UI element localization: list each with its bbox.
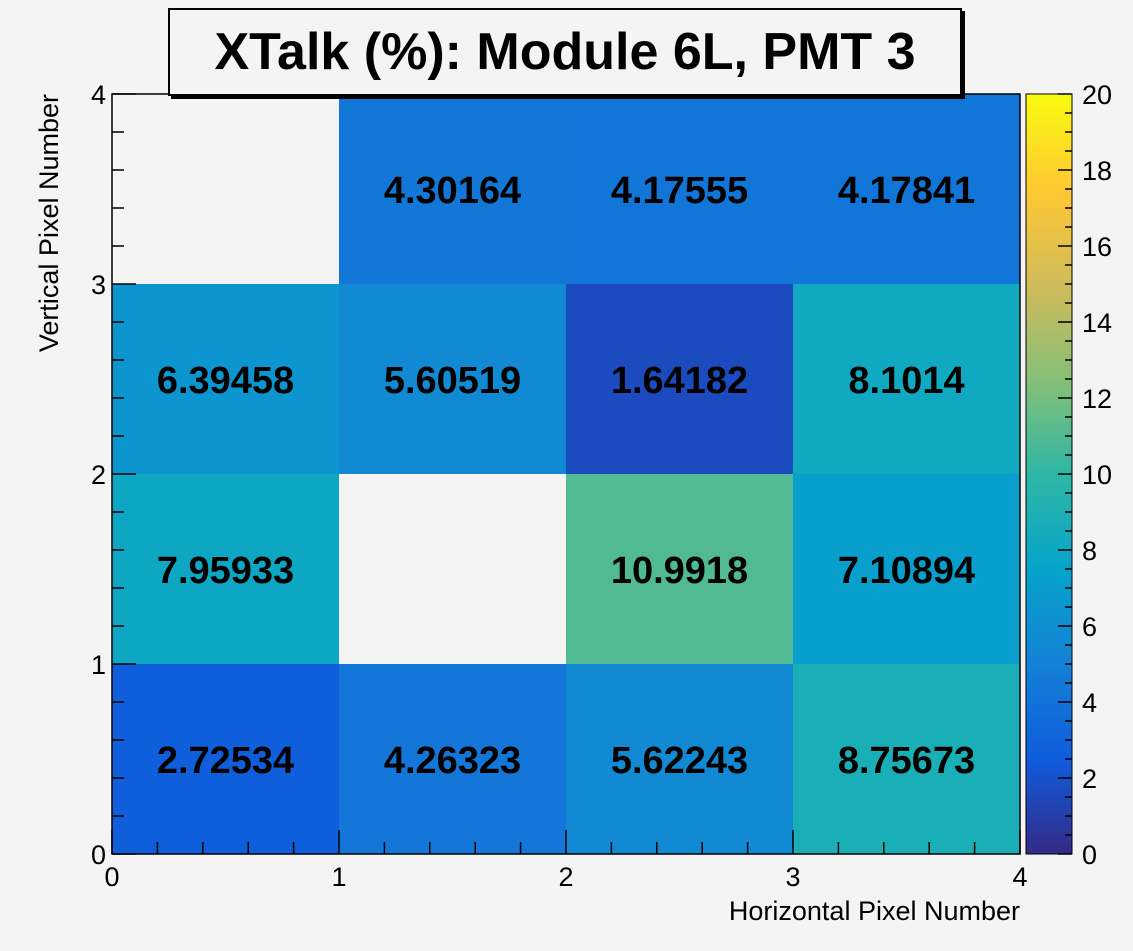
x-tick-label: 2 — [558, 862, 573, 892]
colorbar: 0 2 4 6 8 10 12 14 16 18 20 — [1025, 80, 1112, 870]
x-tick-label: 4 — [1012, 862, 1027, 892]
cell-value-label: 7.95933 — [157, 550, 294, 592]
heatmap-cell — [339, 94, 566, 284]
heatmap-cells — [112, 94, 1020, 854]
heatmap-cell — [793, 284, 1020, 474]
colorbar-tick-label: 12 — [1082, 384, 1112, 414]
heatmap-cell — [566, 474, 793, 664]
cell-value-label: 5.62243 — [611, 740, 748, 782]
heatmap-cell — [566, 94, 793, 284]
colorbar-tick-label: 14 — [1082, 308, 1112, 338]
colorbar-tick-label: 4 — [1082, 688, 1097, 718]
heatmap-cell — [566, 664, 793, 854]
cell-value-label: 6.39458 — [157, 360, 294, 402]
cell-value-label: 4.17555 — [611, 170, 748, 212]
x-axis-label: Horizontal Pixel Number — [729, 896, 1020, 926]
heatmap-cell — [112, 284, 339, 474]
colorbar-tick-label: 2 — [1082, 764, 1097, 794]
colorbar-tick-label: 10 — [1082, 460, 1112, 490]
y-axis-label: Vertical Pixel Number — [34, 94, 64, 352]
heatmap-cell — [112, 664, 339, 854]
y-tick-label: 4 — [91, 80, 106, 110]
cell-value-label: 8.75673 — [838, 740, 975, 782]
colorbar-tick-label: 20 — [1082, 80, 1112, 110]
colorbar-tick-label: 8 — [1082, 536, 1097, 566]
cell-value-label: 5.60519 — [384, 360, 521, 402]
colorbar-tick-label: 18 — [1082, 156, 1112, 186]
colorbar-tick-label: 6 — [1082, 612, 1097, 642]
y-tick-label: 0 — [91, 840, 106, 870]
y-tick-label: 1 — [91, 650, 106, 680]
chart-title: XTalk (%): Module 6L, PMT 3 — [168, 8, 962, 96]
cell-value-label: 7.10894 — [838, 550, 975, 592]
heatmap-cell — [112, 474, 339, 664]
heatmap-cell — [793, 474, 1020, 664]
colorbar-tick-label: 16 — [1082, 232, 1112, 262]
cell-value-label: 10.9918 — [611, 550, 748, 592]
axes: 0 1 2 3 4 0 1 2 3 4 — [91, 80, 1028, 892]
heatmap-cell — [793, 94, 1020, 284]
cell-value-label: 2.72534 — [157, 740, 294, 782]
y-tick-label: 3 — [91, 270, 106, 300]
cell-value-label: 1.64182 — [611, 360, 748, 402]
x-tick-label: 0 — [104, 862, 119, 892]
x-tick-label: 3 — [785, 862, 800, 892]
heatmap-cell — [793, 664, 1020, 854]
heatmap-cell — [339, 664, 566, 854]
cell-value-label: 8.1014 — [848, 360, 964, 402]
y-tick-label: 2 — [91, 460, 106, 490]
x-tick-label: 1 — [331, 862, 346, 892]
cell-value-label: 4.26323 — [384, 740, 521, 782]
colorbar-tick-label: 0 — [1082, 840, 1097, 870]
heatmap-cell — [339, 284, 566, 474]
heatmap-cell — [566, 284, 793, 474]
cell-value-label: 4.30164 — [384, 170, 521, 212]
cell-value-label: 4.17841 — [838, 170, 975, 212]
cell-value-labels: 2.72534 4.26323 5.62243 8.75673 7.95933 10.99… — [157, 170, 975, 782]
